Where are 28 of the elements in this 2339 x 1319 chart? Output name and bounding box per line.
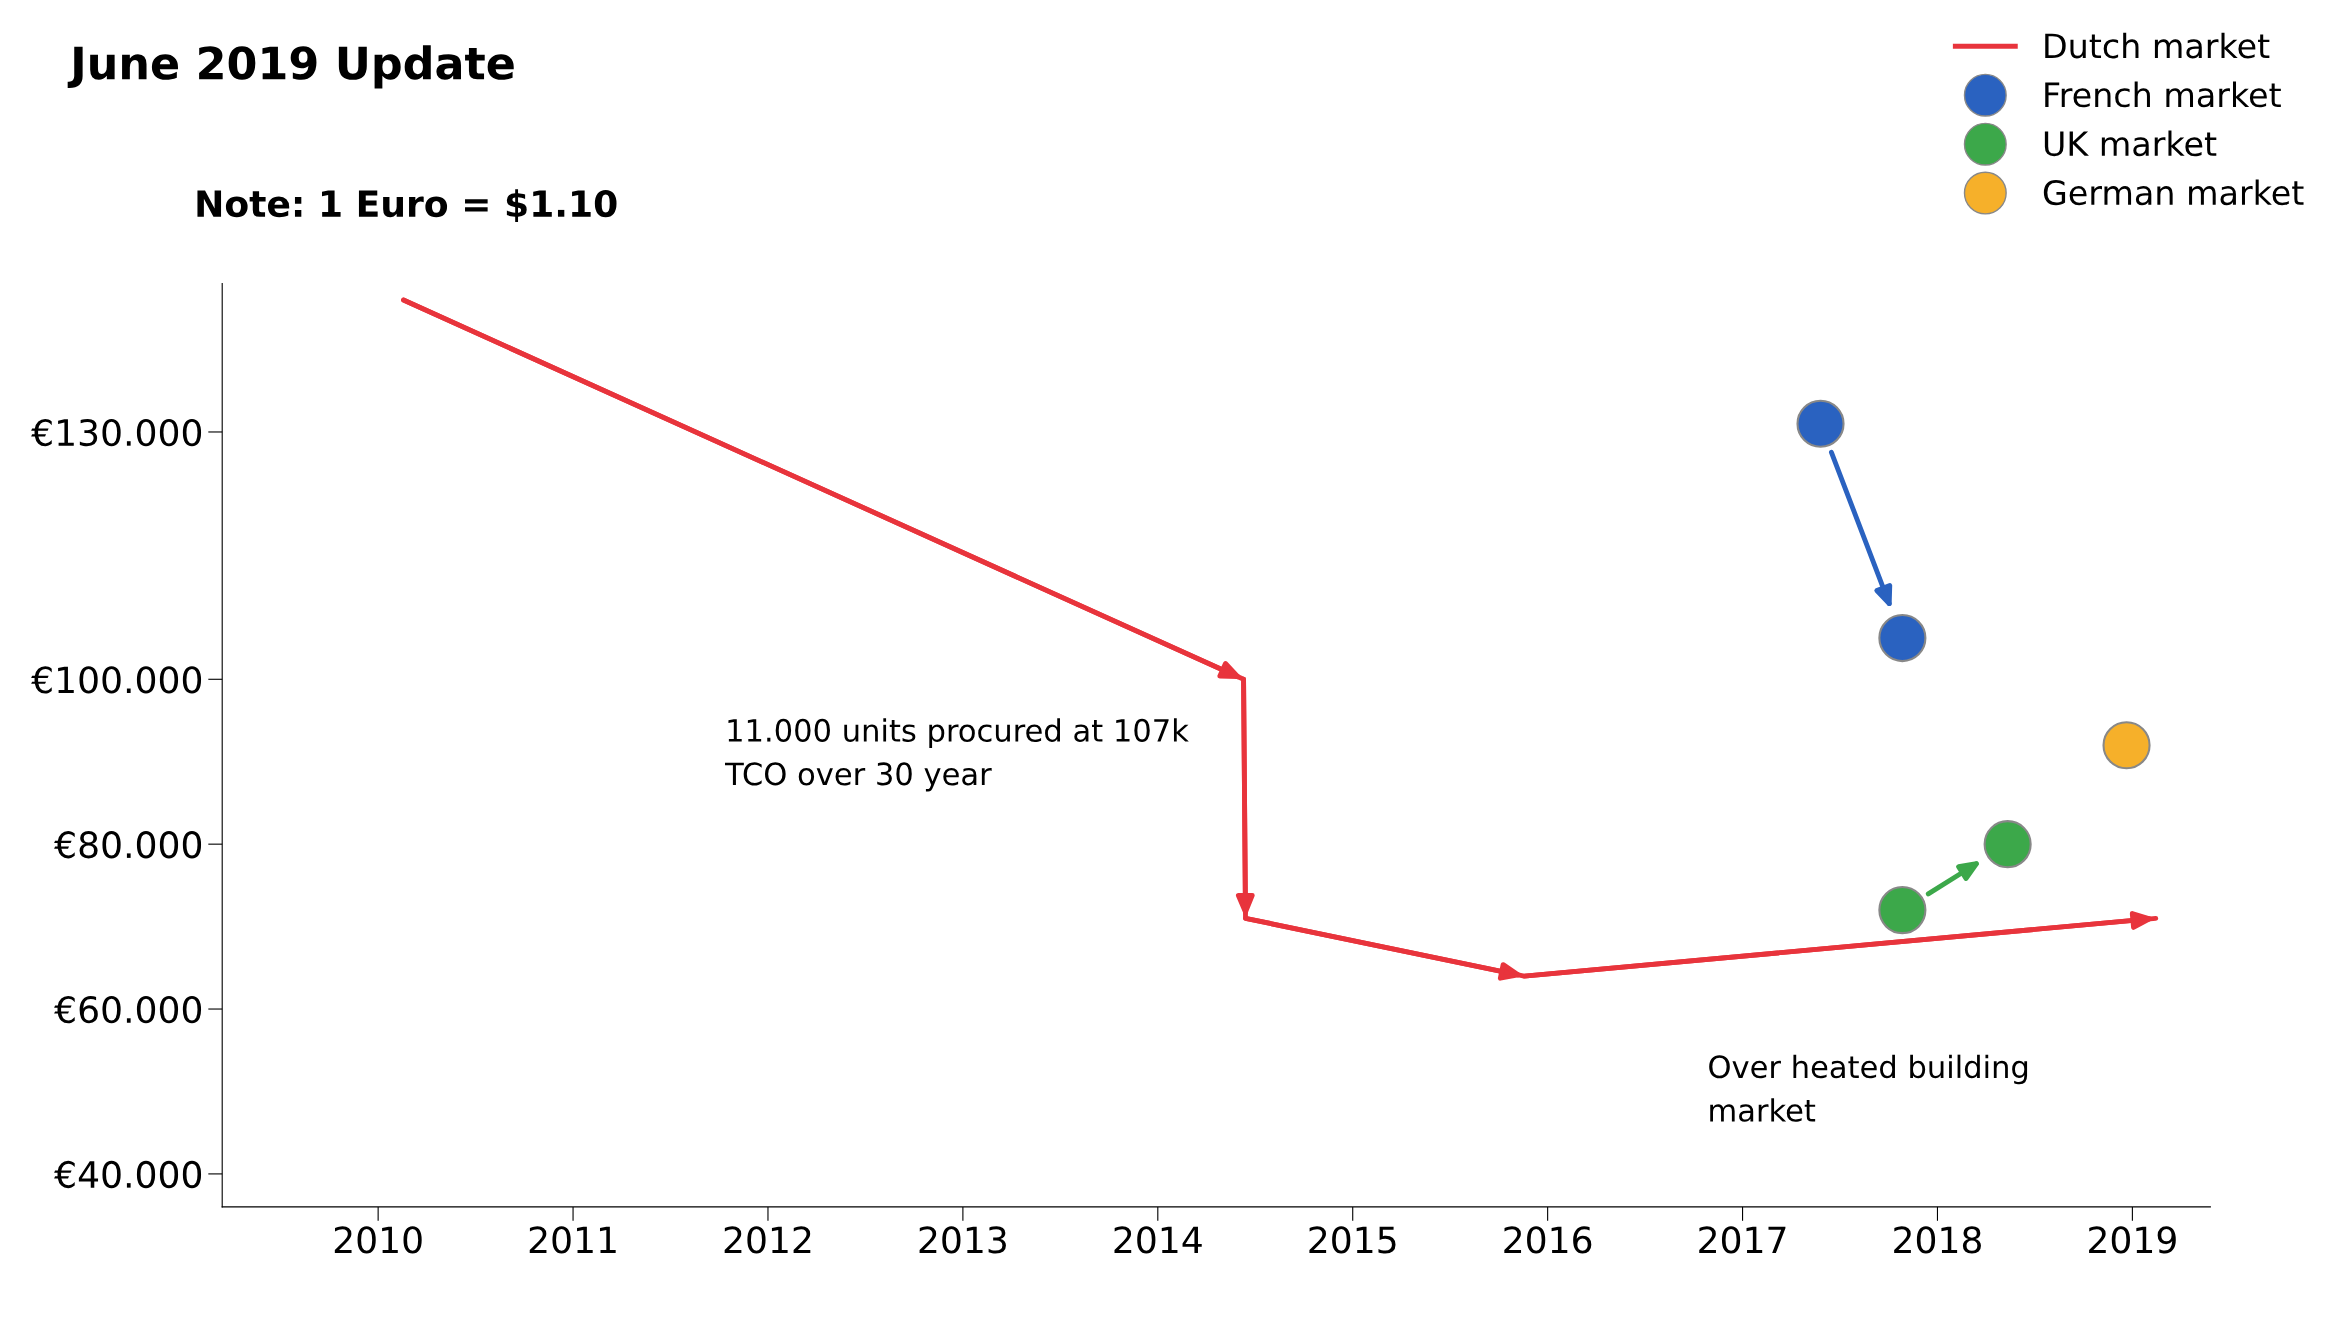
y-tick-label: €40.000: [54, 1160, 202, 1189]
x-tick-label: 2015: [1309, 1226, 1396, 1254]
x-tick-label: 2011: [529, 1226, 616, 1254]
x-tick-label: 2017: [1699, 1226, 1786, 1254]
y-tick-label: €60.000: [54, 995, 202, 1024]
point: [1878, 613, 1927, 663]
x-tick-label: 2018: [1894, 1226, 1981, 1254]
point: [1878, 886, 1927, 935]
x-tick-label: 2010: [334, 1226, 422, 1254]
x-tick-label: 2016: [1504, 1226, 1592, 1254]
x-tick-label: 2013: [919, 1226, 1006, 1254]
annotation: Over heated building market: [1709, 1054, 2028, 1122]
x-tick-label: 2019: [2089, 1226, 2176, 1254]
y-tick-label: €100.000: [31, 666, 202, 694]
y-tick-label: €80.000: [54, 831, 202, 859]
text: Note: 1 Euro = $1.10: [197, 189, 617, 223]
point: [1796, 399, 1845, 448]
point: [2102, 721, 2151, 770]
chart-title: June 2019 Update: [67, 45, 514, 89]
legend-label: French market: [2045, 81, 2281, 108]
y-tick-label: €130.000: [31, 418, 202, 447]
legend-label: UK market: [2044, 130, 2217, 157]
point: [1983, 820, 2032, 869]
x-tick-label: 2014: [1114, 1226, 1202, 1254]
x-tick-label: 2012: [724, 1226, 811, 1254]
legend-label: Dutch market: [2045, 32, 2270, 59]
annotation: 11.000 units procured at 107k TCO over 30 year: [725, 718, 1189, 792]
legend-label: German market: [2043, 179, 2304, 206]
